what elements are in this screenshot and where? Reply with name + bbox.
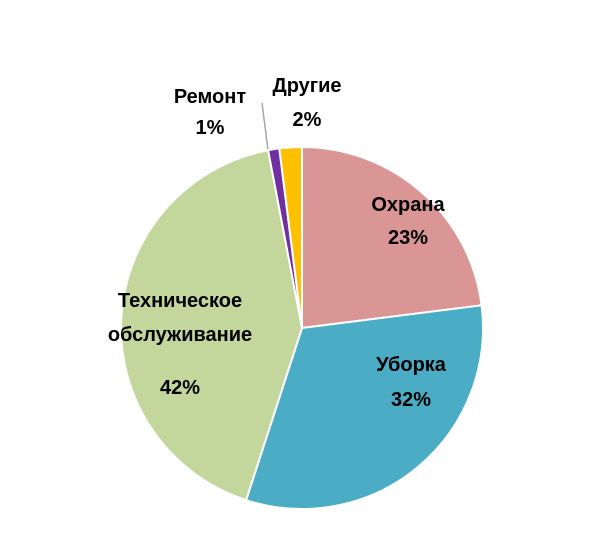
value-label: 42% <box>159 377 201 399</box>
value-label: 2% <box>292 109 322 131</box>
slice-label: Ремонт <box>173 86 247 108</box>
value-label: 32% <box>390 389 432 411</box>
slice-label: Техническое обслуживание <box>107 290 253 346</box>
pie-slice <box>244 304 484 510</box>
value-label: 1% <box>195 117 225 139</box>
pie-slice <box>278 145 303 329</box>
value-label: 23% <box>387 227 429 249</box>
pie-slice <box>120 149 304 502</box>
leader-line <box>261 102 269 151</box>
slice-label: Уборка <box>376 354 446 376</box>
slice-label: Другие <box>272 75 342 97</box>
pie-slice <box>301 145 483 330</box>
slice-label: Охрана <box>371 194 445 216</box>
